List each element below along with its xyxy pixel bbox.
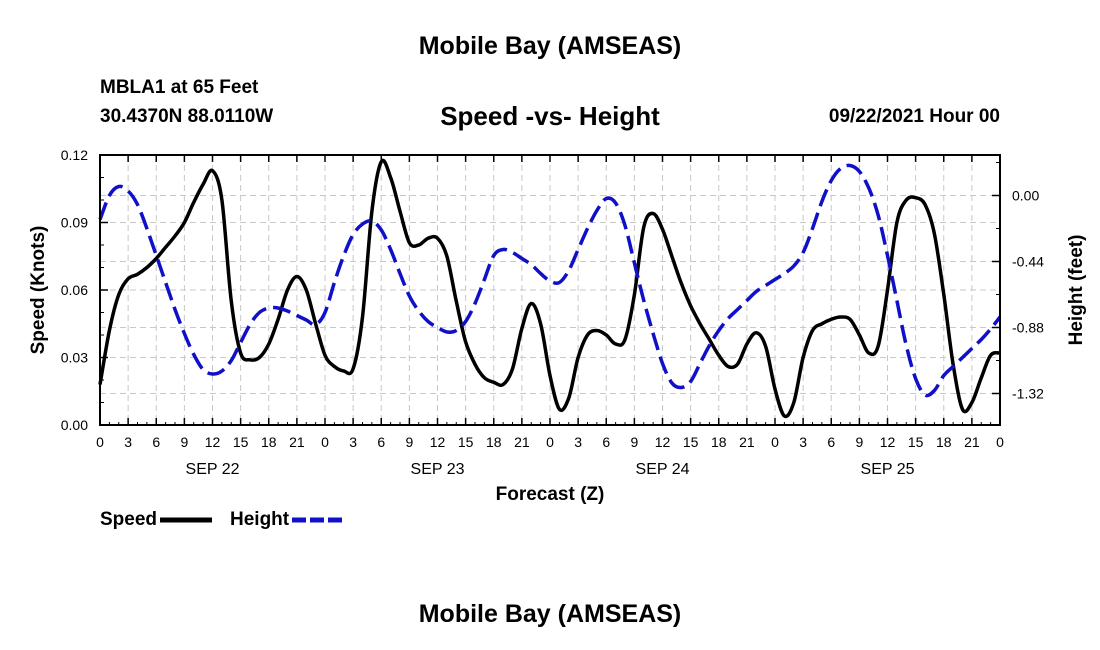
left-tick-label: 0.03	[61, 350, 88, 366]
x-tick-label: 0	[771, 434, 779, 450]
day-label: SEP 24	[636, 461, 690, 478]
left-tick-label: 0.06	[61, 282, 88, 298]
x-tick-label: 15	[908, 434, 924, 450]
x-tick-label: 6	[377, 434, 385, 450]
x-tick-label: 18	[711, 434, 727, 450]
series-layer	[98, 158, 1002, 419]
x-tick-label: 12	[655, 434, 671, 450]
label-layer: 0 3 6 9 12 15 18 21 0 3 6 9 12 15 18 21 0 3 6 9 12 15 18 21 0 3 6 9…	[61, 147, 1044, 478]
right-tick-label: -1.32	[1012, 386, 1044, 402]
day-label: SEP 23	[411, 461, 465, 478]
x-tick-label: 0	[321, 434, 329, 450]
grid-layer	[100, 155, 1000, 425]
height-series-line	[98, 163, 1002, 398]
x-tick-label: 18	[936, 434, 952, 450]
x-tick-label: 21	[514, 434, 530, 450]
left-tick-label: 0.00	[61, 417, 88, 433]
x-tick-label: 15	[233, 434, 249, 450]
left-tick-label: 0.09	[61, 215, 88, 231]
x-tick-label: 3	[124, 434, 132, 450]
tick-layer	[99, 154, 1001, 426]
x-tick-label: 12	[430, 434, 446, 450]
x-tick-label: 0	[996, 434, 1004, 450]
x-tick-label: 9	[630, 434, 638, 450]
day-label: SEP 22	[186, 461, 240, 478]
station-coordinates: 30.4370N 88.0110W	[100, 106, 274, 127]
legend-speed-label: Speed	[100, 509, 157, 530]
right-axis-title: Height (feet)	[1066, 235, 1087, 346]
legend-height-label: Height	[230, 509, 290, 530]
x-tick-label: 12	[205, 434, 221, 450]
page-top-title: Mobile Bay (AMSEAS)	[418, 32, 682, 60]
x-tick-label: 15	[683, 434, 699, 450]
x-tick-label: 6	[152, 434, 160, 450]
station-name: MBLA1 at 65 Feet	[100, 77, 259, 98]
x-axis-title: Forecast (Z)	[496, 484, 605, 505]
chart-title: Speed -vs- Height	[440, 101, 660, 131]
x-tick-label: 21	[739, 434, 755, 450]
x-tick-label: 18	[261, 434, 277, 450]
x-tick-label: 6	[602, 434, 610, 450]
x-tick-label: 18	[486, 434, 502, 450]
x-tick-label: 21	[289, 434, 305, 450]
x-tick-label: 15	[458, 434, 474, 450]
x-tick-label: 12	[880, 434, 896, 450]
right-tick-label: 0.00	[1012, 188, 1039, 204]
left-tick-label: 0.12	[61, 147, 88, 163]
x-tick-label: 6	[827, 434, 835, 450]
x-tick-label: 0	[96, 434, 104, 450]
right-tick-label: -0.44	[1012, 254, 1044, 270]
x-tick-label: 3	[799, 434, 807, 450]
x-tick-label: 21	[964, 434, 980, 450]
issue-time: 09/22/2021 Hour 00	[828, 106, 1000, 127]
day-label: SEP 25	[861, 461, 915, 478]
x-tick-label: 0	[546, 434, 554, 450]
x-tick-label: 3	[574, 434, 582, 450]
left-axis-title: Speed (Knots)	[28, 226, 49, 355]
x-tick-label: 9	[855, 434, 863, 450]
right-tick-label: -0.88	[1012, 320, 1044, 336]
speed-series-line	[98, 158, 1001, 419]
x-tick-label: 9	[405, 434, 413, 450]
x-tick-label: 9	[180, 434, 188, 450]
x-tick-label: 3	[349, 434, 357, 450]
page-bottom-title: Mobile Bay (AMSEAS)	[418, 600, 682, 628]
